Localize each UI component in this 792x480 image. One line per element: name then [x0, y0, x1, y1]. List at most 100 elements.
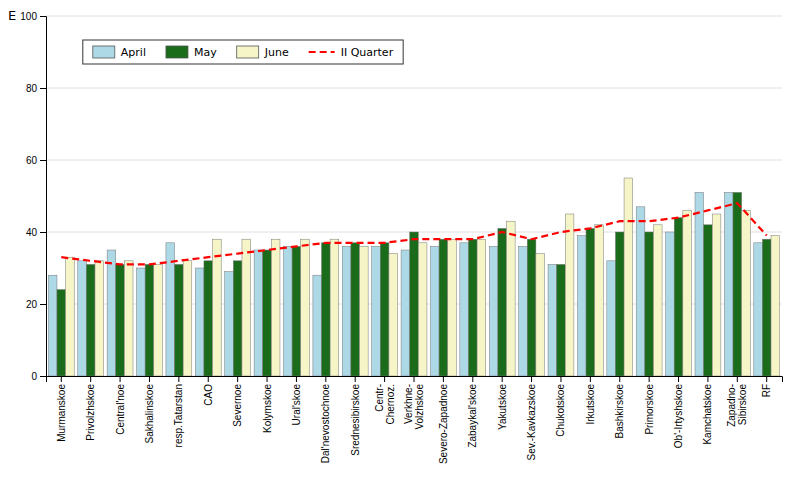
bar	[233, 261, 242, 376]
legend-swatch	[166, 46, 188, 58]
tick-mark	[40, 88, 46, 89]
bar	[116, 264, 125, 376]
tick: Srednesibirskoe	[350, 376, 361, 456]
tick-mark	[472, 376, 473, 382]
tick-mark	[120, 376, 121, 382]
bar	[607, 261, 616, 376]
tick-label: Privolzhskoe	[85, 384, 96, 441]
bar	[137, 268, 146, 376]
bar	[771, 236, 780, 376]
tick: Primorskoe	[644, 376, 655, 435]
tick-label: 100	[20, 11, 37, 22]
tick-label: Irkutskoe	[585, 384, 596, 425]
bar	[645, 232, 654, 376]
tick-mark	[296, 376, 297, 382]
bar	[301, 239, 310, 376]
bar	[372, 246, 381, 376]
tick-label: 60	[26, 155, 38, 166]
tick: Verkhne-Volzhskoe	[403, 376, 425, 430]
bar	[448, 239, 457, 376]
tick-label: Zabaykаl'skoe	[467, 384, 478, 448]
tick-mark	[707, 376, 708, 382]
bar	[95, 261, 104, 376]
bar	[586, 228, 595, 376]
bar	[733, 192, 742, 376]
bar	[86, 264, 95, 376]
tick-mark	[149, 376, 150, 382]
legend-swatch	[93, 46, 115, 58]
bar	[271, 239, 280, 376]
axis-title: E	[8, 8, 16, 23]
legend-item: June	[237, 46, 289, 59]
tick-mark	[590, 376, 591, 382]
tick: Irkutskoe	[585, 376, 596, 425]
bar	[48, 275, 57, 376]
tick: Zabaykаl'skoe	[467, 376, 478, 448]
tick-mark	[90, 376, 91, 382]
bar	[283, 246, 292, 376]
tick-mark	[61, 376, 62, 382]
tick-label: Severo-Zapadnoe	[438, 384, 449, 464]
bar	[762, 239, 771, 376]
tick-mark	[414, 376, 415, 382]
bar	[754, 243, 763, 376]
bar	[506, 221, 515, 376]
bar	[351, 243, 360, 376]
bar	[389, 254, 398, 376]
marks	[48, 178, 779, 376]
bar	[254, 250, 263, 376]
x-axis: MurmanskoePrivolzhskoeCentral'noeSakhali…	[47, 376, 783, 464]
bar	[595, 225, 604, 376]
tick: resp.Tatarstan	[173, 376, 184, 447]
tick-mark	[502, 376, 503, 382]
bar	[322, 243, 331, 376]
tick-label: Ural'skoe	[291, 384, 302, 426]
tick-label: Severnoe	[232, 384, 243, 427]
bar	[536, 254, 545, 376]
tick-mark	[40, 304, 46, 305]
bar	[213, 239, 222, 376]
bar	[242, 239, 251, 376]
bar	[175, 264, 184, 376]
tick-mark	[443, 376, 444, 382]
bar	[498, 228, 507, 376]
tick-mark	[40, 376, 46, 377]
bar	[418, 243, 427, 376]
bar	[66, 257, 75, 376]
grid-line	[46, 160, 782, 161]
bar	[145, 264, 154, 376]
bar	[410, 232, 419, 376]
axis-line	[47, 377, 783, 383]
bar	[460, 243, 469, 376]
bar	[489, 246, 498, 376]
legend: AprilMayJuneII Quarter	[83, 40, 403, 64]
bar	[712, 214, 721, 376]
tick: Bashkirskoe	[614, 376, 625, 438]
bar-series	[57, 192, 771, 376]
tick-mark	[531, 376, 532, 382]
legend-label: April	[121, 46, 146, 59]
legend-label: June	[264, 46, 289, 59]
tick-mark	[384, 376, 385, 382]
bar	[557, 264, 566, 376]
tick: CAO	[203, 376, 214, 406]
tick: 40	[26, 227, 46, 238]
tick-mark	[619, 376, 620, 382]
bar	[183, 261, 192, 376]
bar	[577, 236, 586, 376]
tick: Sakhalinskoe	[144, 376, 155, 443]
tick-mark	[40, 16, 46, 17]
legend-item: II Quarter	[309, 46, 394, 59]
tick-label: Centr-Chernoz.	[374, 384, 396, 425]
bar	[292, 246, 301, 376]
bar	[548, 264, 557, 376]
bar	[683, 210, 692, 376]
tick: 100	[20, 11, 46, 22]
bar	[204, 261, 213, 376]
tick: Centr-Chernoz.	[374, 376, 396, 425]
tick: Chukotskoe	[555, 376, 566, 437]
tick: Ob'-Irtyshskoe	[673, 376, 684, 448]
tick-label: 80	[26, 83, 38, 94]
legend-label: II Quarter	[341, 46, 394, 59]
tick: 0	[31, 371, 46, 382]
